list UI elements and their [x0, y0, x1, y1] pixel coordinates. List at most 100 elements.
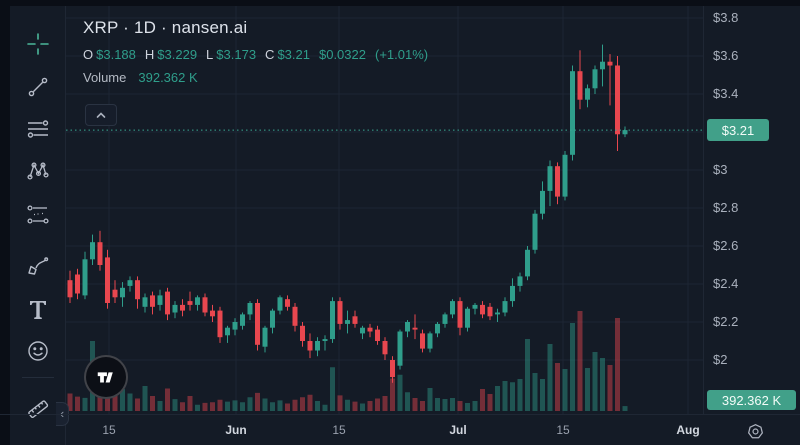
volume-bar [382, 396, 388, 411]
candle-body [112, 289, 118, 298]
volume-bar [615, 318, 620, 411]
candle-body [292, 306, 298, 326]
projection-tool-icon[interactable] [18, 195, 58, 235]
candle-body [180, 304, 185, 311]
time-tick-label: Aug [676, 423, 700, 437]
candle-wick [609, 54, 611, 106]
volume-bar [97, 391, 103, 411]
volume-bar [345, 399, 350, 411]
price-tick-label: $3.6 [713, 48, 739, 63]
volume-label[interactable]: Volume [83, 70, 127, 85]
candle-body [105, 257, 110, 303]
time-axis[interactable]: 15 Jun 15 Jul 15 Aug [0, 414, 800, 445]
text-tool-icon[interactable] [18, 289, 58, 329]
emoji-tool-icon[interactable] [18, 331, 58, 371]
volume-bar [360, 403, 365, 411]
xabcd-pattern-tool-icon[interactable] [18, 151, 58, 191]
high-value: $3.229 [157, 47, 198, 62]
candle-body [577, 71, 583, 100]
candle-body [352, 316, 358, 324]
candle-body [615, 65, 620, 135]
high-label: H [144, 47, 155, 62]
window-top-strip [0, 0, 800, 6]
candle-body [195, 297, 200, 305]
candle-body [165, 291, 170, 315]
symbol-title[interactable]: XRP · 1D · nansen.ai [83, 18, 248, 37]
volume-bar [457, 401, 463, 411]
candle-body [487, 306, 493, 317]
volume-bar [420, 401, 425, 411]
candle-body [210, 310, 215, 317]
time-tick-label: Jul [449, 423, 467, 437]
candle-body [397, 331, 403, 366]
volume-bar [120, 389, 125, 411]
candle-body [480, 304, 485, 315]
volume-bar [195, 404, 200, 411]
price-axis[interactable]: $3.8 $3.6 $3.4 $3 $2.8 $2.6 $2.4 $2.2 $2 $3.21 392… [703, 6, 800, 414]
volume-bar [367, 401, 373, 411]
open-value: $3.188 [96, 47, 136, 62]
candle-body [442, 314, 448, 324]
volume-bar [277, 400, 283, 411]
horizontal-lines-tool-icon[interactable] [18, 109, 58, 149]
volume-bar [397, 374, 403, 411]
chevron-up-icon [96, 112, 106, 118]
candle-wick [324, 335, 326, 351]
volume-bar [600, 358, 605, 411]
volume-bar [525, 339, 530, 411]
candle-body [285, 299, 290, 307]
volume-bar [255, 392, 260, 411]
candle-body [262, 327, 268, 347]
volume-bar [577, 311, 583, 411]
toolbar-divider [22, 377, 54, 378]
time-tick-label: 15 [332, 423, 346, 437]
candle-wick [474, 303, 476, 315]
crosshair-tool-icon[interactable] [18, 24, 58, 64]
candle-body [450, 301, 455, 315]
candle-body [457, 301, 463, 328]
settings-gear-icon[interactable] [744, 420, 766, 442]
candle-body [525, 249, 530, 277]
candle-body [232, 322, 238, 330]
time-tick-label: 15 [102, 423, 116, 437]
volume-bar [337, 395, 343, 411]
candle-body [502, 301, 508, 313]
volume-bar [247, 397, 253, 411]
volume-bar [67, 393, 73, 411]
volume-bar [390, 378, 395, 411]
volume-bar [375, 398, 380, 411]
trend-line-tool-icon[interactable] [18, 67, 58, 107]
volume-value: 392.362 K [138, 70, 198, 85]
candle-body [240, 314, 245, 326]
volume-bar [517, 379, 523, 411]
volume-bar [300, 397, 305, 411]
candle-body [427, 333, 433, 349]
volume-bar [217, 399, 223, 411]
price-tick-label: $2.6 [713, 238, 739, 253]
candle-body [465, 308, 470, 328]
volume-bar [607, 365, 613, 411]
price-tick-label: $2.4 [713, 276, 739, 291]
legend-collapse-button[interactable] [85, 104, 117, 126]
volume-bar [555, 363, 560, 411]
candle-body [532, 213, 538, 250]
brush-tool-icon[interactable] [18, 246, 58, 286]
candle-body [562, 154, 568, 197]
volume-bar [330, 367, 335, 411]
candle-body [120, 287, 125, 298]
volume-bar [315, 401, 320, 411]
candle-body [472, 304, 478, 309]
candle-body [360, 327, 365, 334]
time-tick-label: Jun [225, 423, 247, 437]
ruler-tool-icon[interactable] [18, 389, 58, 429]
volume-bar [622, 406, 628, 411]
volume-bar [262, 398, 268, 411]
candle-body [315, 341, 320, 351]
volume-bar [127, 393, 133, 411]
candle-body [510, 285, 515, 302]
volume-bar [75, 396, 80, 411]
volume-bar [465, 403, 470, 411]
tradingview-logo[interactable] [84, 355, 128, 399]
price-tick-label: $3.4 [713, 86, 739, 101]
